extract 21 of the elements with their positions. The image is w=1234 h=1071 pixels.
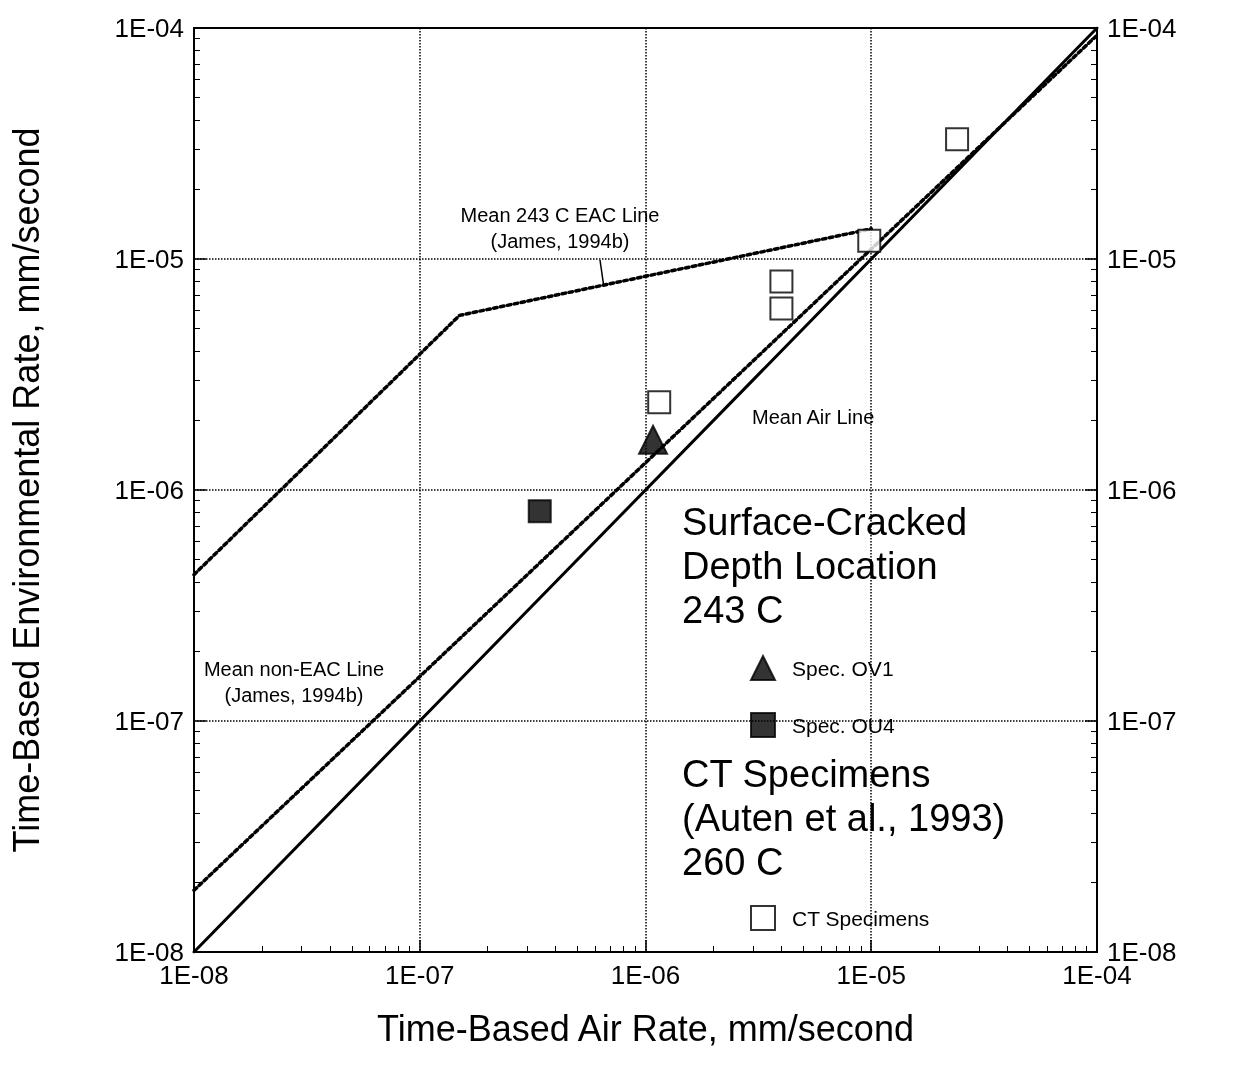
x-tick-label: 1E-06 bbox=[610, 960, 681, 990]
y-tick-label: 1E-05 bbox=[1107, 244, 1177, 274]
y-axis-title: Time-Based Environmental Rate, mm/second bbox=[5, 127, 47, 853]
series-label: Mean 243 C EAC Line (James, 1994b) bbox=[460, 204, 660, 252]
text: 1E-07 bbox=[114, 706, 184, 736]
x-tick-label: 1E-05 bbox=[836, 960, 906, 990]
x-tick-label: 1E-07 bbox=[385, 960, 455, 990]
legend-label: Spec. OU4 bbox=[792, 713, 896, 737]
legend-label: CT Specimens bbox=[792, 906, 930, 930]
text: 1E-05 bbox=[114, 244, 184, 274]
series-label: Mean non-EAC Line (James, 1994b) bbox=[203, 658, 385, 706]
annotation: CT Specimens (Auten et al., 1993) 260 C bbox=[682, 753, 1006, 883]
series-label: Mean Air Line bbox=[752, 406, 875, 428]
text: 1E-06 bbox=[114, 475, 184, 505]
x-axis-title: Time-Based Air Rate, mm/second bbox=[377, 1007, 914, 1049]
annotation: Surface-Cracked Depth Location 243 C bbox=[682, 501, 968, 631]
legend-label: Spec. OV1 bbox=[792, 656, 894, 680]
y-tick-label: 1E-06 bbox=[1107, 475, 1177, 505]
y-tick-label: 1E-07 bbox=[1107, 706, 1177, 736]
y-tick-label: 1E-04 bbox=[1107, 13, 1177, 43]
text: 1E-04 bbox=[114, 13, 184, 43]
